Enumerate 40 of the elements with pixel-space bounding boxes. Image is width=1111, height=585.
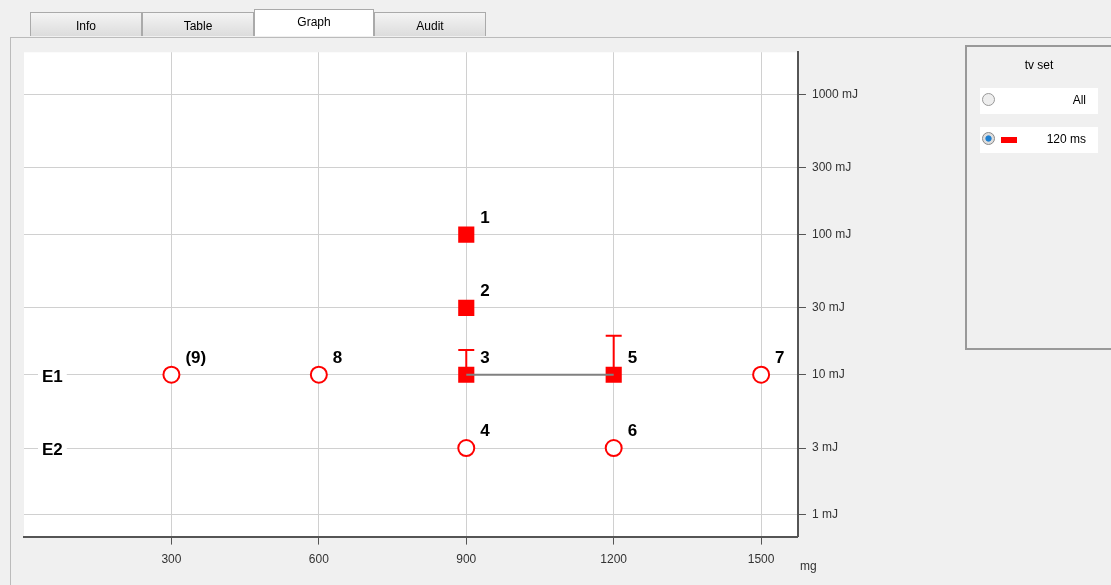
point bbox=[605, 366, 622, 383]
point bbox=[458, 226, 475, 243]
point bbox=[458, 366, 475, 383]
y-tick-label: 10 mJ bbox=[811, 367, 845, 382]
annotation: E2 bbox=[42, 440, 63, 460]
y-tick-label: 30 mJ bbox=[811, 300, 845, 315]
x-axis-title: mg bbox=[799, 558, 817, 573]
annotation: 6 bbox=[627, 421, 638, 441]
x-tick-label: 1200 bbox=[600, 552, 628, 567]
point bbox=[457, 439, 476, 458]
annotation: (9) bbox=[185, 347, 207, 367]
annotation: 1 bbox=[480, 207, 490, 227]
text: 120 ms bbox=[1046, 132, 1086, 146]
point bbox=[309, 365, 328, 384]
point bbox=[604, 439, 623, 458]
annotation: 3 bbox=[480, 347, 490, 367]
y-tick-label: 3 mJ bbox=[811, 440, 838, 455]
point bbox=[752, 365, 771, 384]
annotation: 5 bbox=[627, 347, 638, 367]
y-tick-label: 1 mJ bbox=[811, 507, 838, 522]
annotation: 8 bbox=[332, 347, 343, 367]
text: All bbox=[1072, 93, 1086, 107]
x-tick-label: 900 bbox=[456, 552, 477, 567]
annotation: 2 bbox=[480, 280, 490, 300]
annotation: E1 bbox=[42, 366, 63, 386]
text: Table bbox=[142, 12, 254, 36]
y-tick-label: 100 mJ bbox=[811, 226, 852, 241]
x-tick-label: 1500 bbox=[747, 552, 775, 567]
text: Audit bbox=[374, 12, 486, 36]
y-tick-label: 1000 mJ bbox=[811, 86, 859, 101]
x-tick-label: 600 bbox=[308, 552, 330, 567]
point bbox=[458, 299, 475, 316]
point bbox=[162, 365, 181, 384]
annotation: 4 bbox=[480, 421, 491, 441]
annotation: 7 bbox=[775, 347, 785, 367]
text: Info bbox=[30, 12, 142, 36]
x-tick-label: 300 bbox=[161, 552, 182, 567]
text: Graph bbox=[254, 9, 374, 36]
y-tick-label: 300 mJ bbox=[811, 160, 852, 174]
legend-title: tv set bbox=[1023, 58, 1055, 72]
